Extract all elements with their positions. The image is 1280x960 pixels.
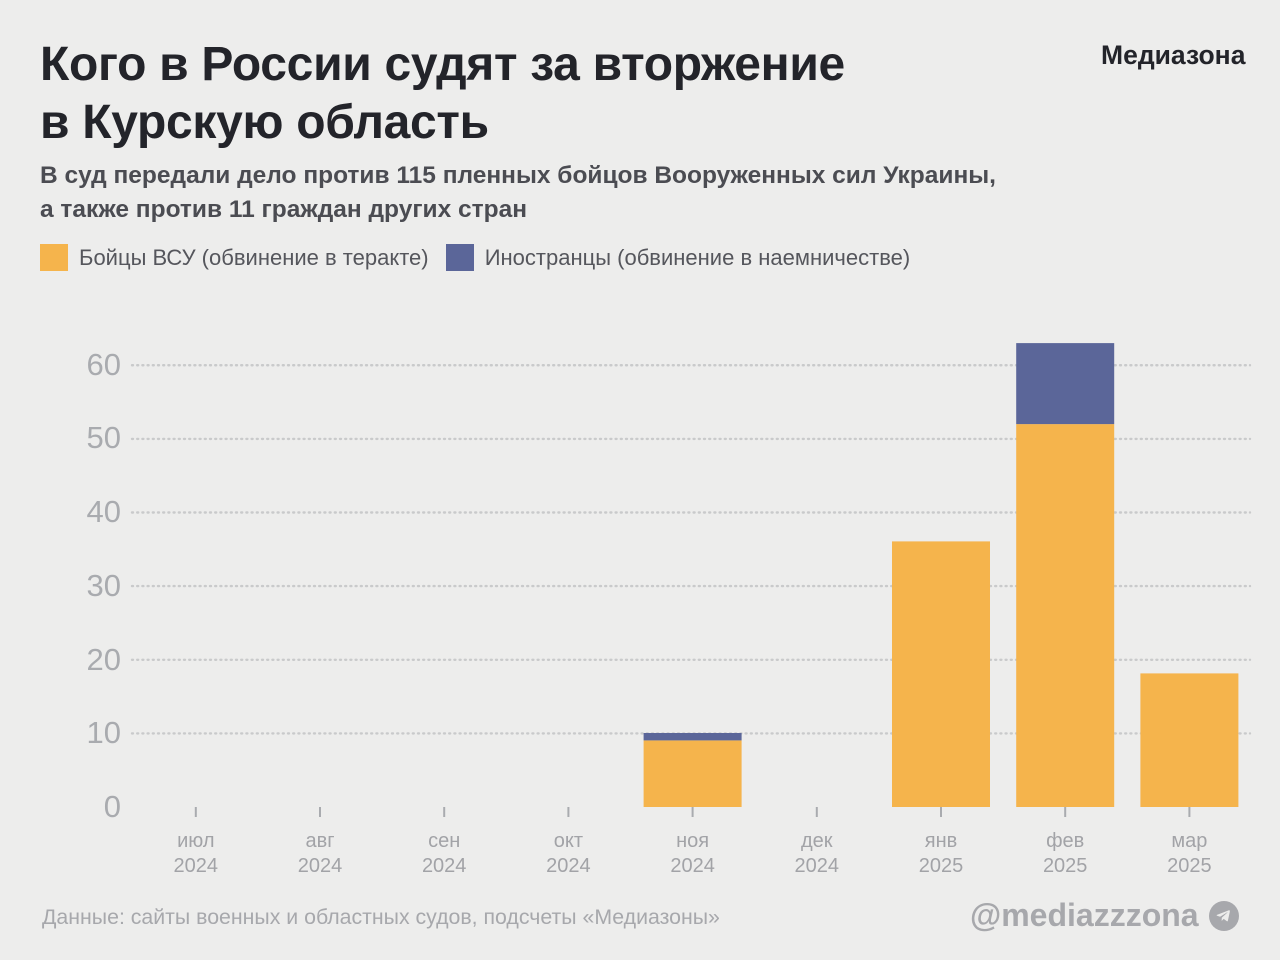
svg-text:фев: фев (1046, 830, 1084, 852)
svg-text:30: 30 (87, 568, 121, 603)
svg-text:2024: 2024 (298, 855, 343, 877)
svg-text:2025: 2025 (1167, 855, 1212, 877)
svg-text:2024: 2024 (174, 855, 219, 877)
svg-text:авг: авг (305, 830, 334, 852)
svg-text:2024: 2024 (670, 855, 715, 877)
svg-text:мар: мар (1171, 830, 1207, 852)
svg-text:0: 0 (104, 789, 121, 824)
svg-text:ноя: ноя (676, 830, 709, 852)
svg-text:дек: дек (801, 830, 833, 852)
svg-text:июл: июл (177, 830, 214, 852)
svg-text:2025: 2025 (1043, 855, 1088, 877)
svg-text:2025: 2025 (919, 855, 964, 877)
svg-text:2024: 2024 (795, 855, 840, 877)
svg-text:2024: 2024 (546, 855, 591, 877)
svg-text:янв: янв (925, 830, 958, 852)
svg-text:10: 10 (87, 715, 121, 750)
svg-text:2024: 2024 (422, 855, 467, 877)
svg-text:40: 40 (87, 494, 121, 529)
svg-text:сен: сен (428, 830, 460, 852)
svg-text:20: 20 (87, 642, 121, 677)
svg-text:60: 60 (87, 347, 121, 382)
svg-text:50: 50 (87, 420, 121, 455)
svg-text:окт: окт (554, 830, 583, 852)
